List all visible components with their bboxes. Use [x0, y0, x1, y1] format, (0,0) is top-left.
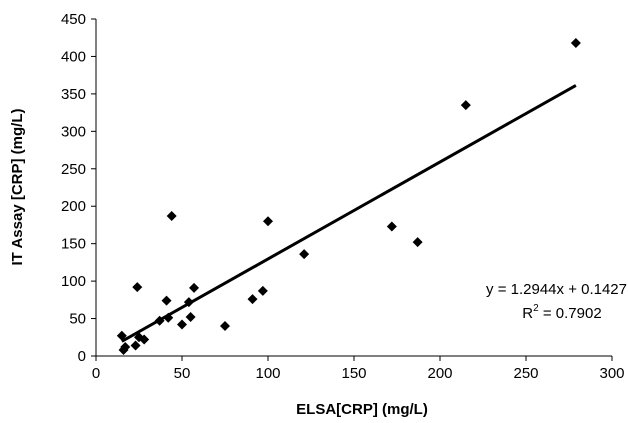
data-point	[116, 330, 127, 341]
y-tick-label: 450	[61, 11, 86, 28]
data-point	[412, 237, 423, 248]
x-tick-label: 0	[92, 365, 100, 382]
data-point	[161, 295, 172, 306]
data-point	[220, 321, 230, 332]
y-tick-label: 150	[61, 236, 86, 253]
data-point	[185, 312, 196, 323]
trendline-group	[121, 84, 577, 343]
x-tick-label: 200	[427, 365, 452, 382]
y-tick-label: 250	[61, 161, 86, 178]
y-axis-title: IT Assay [CRP] (mg/L)	[9, 109, 26, 266]
data-point	[183, 297, 194, 308]
x-tick-label: 100	[255, 365, 280, 382]
data-point	[386, 221, 397, 232]
data-points	[116, 37, 581, 356]
data-point	[257, 285, 268, 296]
x-axis-title: ELSA[CRP] (mg/L)	[296, 401, 428, 418]
data-point	[177, 319, 187, 330]
data-point	[120, 342, 131, 353]
y-tick-label: 200	[61, 198, 86, 215]
y-tick-label: 300	[61, 123, 86, 140]
data-point	[139, 334, 150, 345]
r-squared-exponent: 2	[533, 303, 539, 314]
r-squared-prefix: R	[522, 305, 533, 322]
y-tick-label: 50	[69, 311, 86, 328]
y-tick-label: 100	[61, 273, 86, 290]
data-point	[570, 37, 581, 48]
data-point	[263, 216, 273, 227]
x-axis-ticks: 0 50 100 150 200 250 300	[92, 356, 625, 382]
data-point	[299, 249, 310, 260]
data-point	[130, 340, 141, 351]
x-tick-label: 250	[513, 365, 538, 382]
data-point	[166, 210, 177, 221]
x-tick-label: 50	[174, 365, 191, 382]
data-point	[132, 282, 143, 293]
x-tick-label: 300	[599, 365, 624, 382]
y-tick-label: 400	[61, 48, 86, 65]
trendline	[121, 84, 577, 343]
data-point	[154, 315, 165, 326]
trendline-equation: y = 1.2944x + 0.1427	[486, 281, 627, 298]
data-point	[189, 282, 200, 293]
y-axis-ticks: 0 50 100 150 200 250 300 350 400 450	[61, 11, 96, 365]
data-point	[460, 100, 471, 111]
x-tick-label: 150	[341, 365, 366, 382]
r-squared-label: R2 = 0.7902	[522, 303, 601, 322]
y-tick-label: 0	[78, 348, 86, 365]
y-tick-label: 350	[61, 86, 86, 103]
data-point	[163, 312, 174, 323]
data-point	[247, 294, 258, 305]
r-squared-value: = 0.7902	[539, 305, 602, 322]
